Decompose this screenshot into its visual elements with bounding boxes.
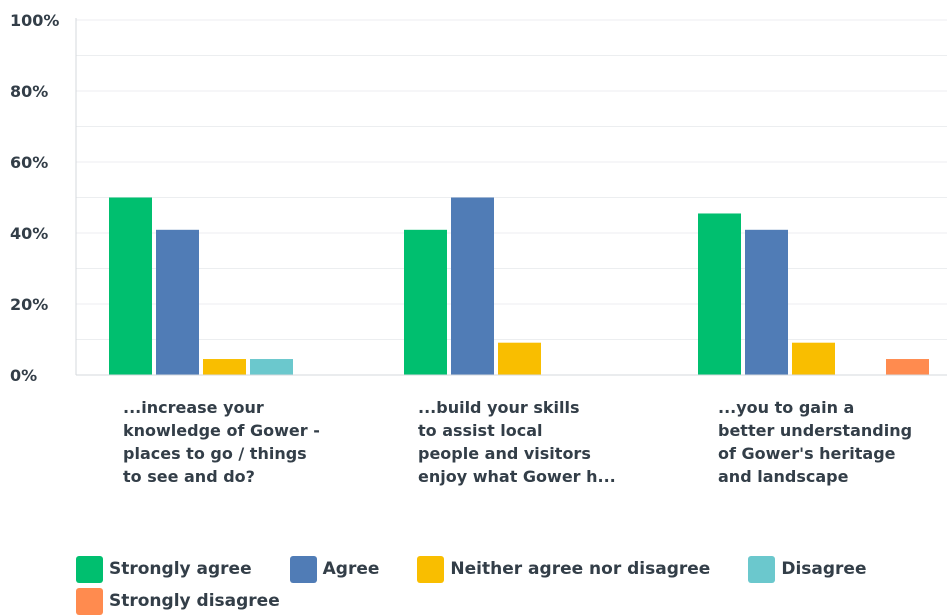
x-category-label: ...build your skills bbox=[418, 398, 579, 417]
bar bbox=[156, 229, 199, 375]
y-tick-label: 40% bbox=[10, 224, 48, 243]
bar bbox=[109, 197, 152, 375]
legend: Strongly agree Agree Neither agree nor dis… bbox=[76, 555, 936, 615]
x-category-label: of Gower's heritage bbox=[718, 444, 896, 463]
y-tick-label: 20% bbox=[10, 295, 48, 314]
legend-label: Strongly agree bbox=[109, 559, 252, 579]
bar bbox=[404, 229, 447, 375]
y-tick-label: 100% bbox=[10, 11, 59, 30]
bar bbox=[745, 229, 788, 375]
legend-swatch bbox=[748, 555, 776, 583]
bar bbox=[792, 342, 835, 375]
x-category-label: places to go / things bbox=[123, 444, 307, 463]
legend-item: Disagree bbox=[748, 555, 867, 583]
bar bbox=[498, 342, 541, 375]
x-category-label: ...increase your bbox=[123, 398, 264, 417]
bar bbox=[203, 359, 246, 375]
bar bbox=[250, 359, 293, 375]
x-category-label: people and visitors bbox=[418, 444, 591, 463]
bar bbox=[451, 197, 494, 375]
x-category-label: better understanding bbox=[718, 421, 912, 440]
x-category-label: and landscape bbox=[718, 467, 849, 486]
x-category-label: enjoy what Gower h... bbox=[418, 467, 616, 486]
bar bbox=[698, 213, 741, 375]
y-tick-label: 60% bbox=[10, 153, 48, 172]
x-category-label: to assist local bbox=[418, 421, 543, 440]
legend-item: Strongly agree bbox=[76, 555, 252, 583]
legend-label: Agree bbox=[322, 559, 380, 579]
bar-chart: 0% 20% 40% 60% 80% 100% ...increase your knowle… bbox=[10, 11, 947, 486]
legend-swatch bbox=[76, 587, 103, 615]
legend-item: Strongly disagree bbox=[76, 587, 280, 615]
x-category-label: knowledge of Gower - bbox=[123, 421, 320, 440]
legend-swatch bbox=[76, 555, 103, 583]
x-category-label: to see and do? bbox=[123, 467, 255, 486]
bar bbox=[886, 359, 929, 375]
x-category-label: ...you to gain a bbox=[718, 398, 854, 417]
legend-swatch bbox=[417, 555, 445, 583]
legend-item: Agree bbox=[289, 555, 380, 583]
legend-label: Neither agree nor disagree bbox=[450, 559, 711, 579]
legend-label: Disagree bbox=[781, 559, 867, 579]
legend-item: Neither agree nor disagree bbox=[417, 555, 710, 583]
legend-swatch bbox=[289, 555, 317, 583]
y-tick-label: 80% bbox=[10, 82, 48, 101]
legend-label: Strongly disagree bbox=[109, 591, 280, 611]
y-tick-label: 0% bbox=[10, 366, 37, 385]
